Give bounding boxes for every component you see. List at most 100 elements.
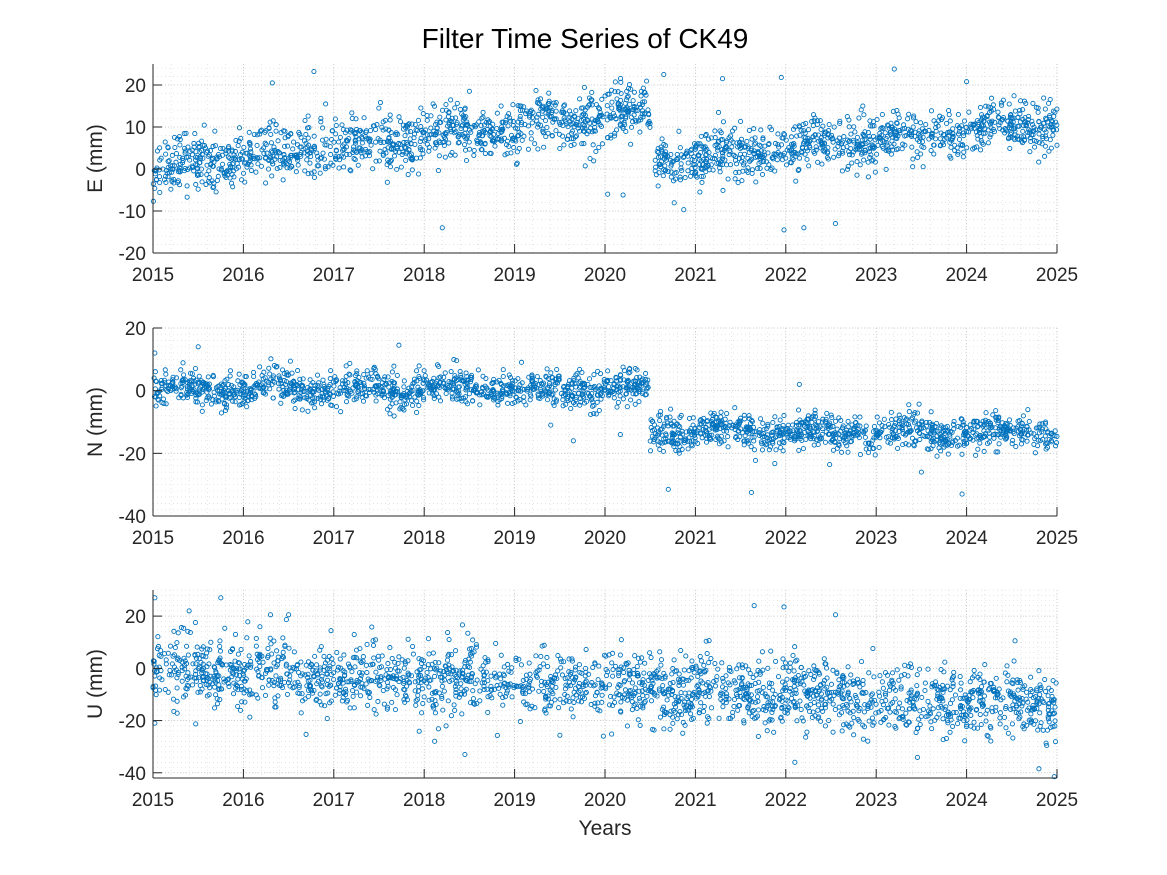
- data-point: [442, 370, 448, 376]
- data-point: [163, 151, 169, 157]
- panel-up: 2015 2016 2017 2018 2019 2020 2021 2022 2023 2024…: [84, 589, 1078, 840]
- data-point: [841, 134, 847, 140]
- data-point: [1054, 122, 1060, 128]
- data-point: [906, 111, 912, 117]
- data-point: [596, 407, 602, 414]
- data-point: [455, 140, 461, 146]
- data-point: [912, 129, 918, 135]
- data-point: [343, 144, 350, 150]
- data-point: [534, 114, 540, 120]
- data-point: [349, 110, 355, 116]
- data-point: [796, 447, 802, 453]
- data-point: [706, 660, 712, 666]
- data-point: [175, 630, 181, 636]
- data-point: [464, 119, 470, 125]
- data-point: [685, 446, 691, 452]
- data-point: [408, 398, 415, 404]
- data-point: [508, 150, 514, 156]
- data-point: [222, 173, 228, 179]
- data-point: [409, 121, 415, 127]
- data-point: [480, 109, 486, 115]
- data-point: [409, 155, 415, 161]
- data-point: [1051, 113, 1057, 120]
- data-point: [902, 133, 908, 139]
- data-point: [796, 166, 802, 172]
- data-point: [424, 117, 430, 123]
- data-point: [951, 418, 957, 425]
- data-point: [1047, 97, 1053, 103]
- data-point: [1012, 108, 1018, 114]
- data-point: [560, 133, 566, 139]
- data-point: [883, 166, 889, 172]
- data-point: [557, 121, 563, 127]
- data-point: [857, 452, 863, 458]
- data-point: [311, 143, 318, 149]
- data-point: [307, 377, 313, 383]
- data-point: [832, 146, 838, 152]
- data-point: [824, 410, 830, 416]
- data-point: [446, 637, 452, 643]
- x-tick-label: 2025: [1036, 265, 1078, 286]
- data-point: [168, 186, 174, 192]
- data-point: [228, 180, 235, 186]
- data-point: [819, 161, 825, 167]
- data-point: [519, 137, 525, 143]
- data-point: [158, 377, 164, 384]
- data-point: [636, 101, 643, 107]
- data-point: [862, 434, 868, 440]
- data-point: [416, 363, 422, 369]
- data-point: [163, 661, 169, 667]
- data-point: [405, 171, 411, 178]
- data-point: [612, 130, 618, 136]
- data-point: [580, 128, 586, 134]
- data-point: [200, 142, 206, 148]
- data-point: [296, 129, 302, 136]
- data-point: [268, 131, 274, 137]
- data-point: [390, 142, 396, 148]
- data-point: [617, 393, 623, 399]
- data-point: [194, 155, 200, 161]
- data-point: [426, 390, 432, 396]
- data-point: [222, 407, 229, 414]
- data-point: [268, 356, 274, 362]
- data-point: [384, 406, 391, 412]
- data-point: [830, 135, 836, 142]
- data-point: [630, 98, 636, 104]
- y-tick-label: 10: [125, 118, 146, 139]
- data-point: [240, 170, 247, 176]
- data-point: [368, 142, 374, 148]
- data-point: [1036, 140, 1042, 146]
- data-point: [983, 103, 989, 109]
- data-point: [195, 166, 201, 172]
- data-point: [328, 368, 334, 374]
- data-point: [205, 153, 211, 159]
- data-point: [535, 146, 541, 152]
- data-point: [1050, 132, 1056, 138]
- data-point: [355, 162, 361, 168]
- data-point: [614, 96, 620, 102]
- data-point: [293, 169, 299, 175]
- data-point: [318, 115, 324, 121]
- data-point: [175, 179, 181, 185]
- data-point: [273, 122, 279, 128]
- data-point: [1054, 127, 1060, 133]
- data-point: [608, 132, 614, 138]
- data-point: [1043, 688, 1049, 695]
- data-point: [512, 125, 518, 131]
- data-point: [628, 114, 634, 120]
- data-point: [759, 447, 766, 453]
- data-point: [590, 142, 596, 148]
- x-tick-label: 2020: [584, 528, 626, 549]
- y-axis-label: N (mm): [84, 387, 107, 457]
- data-point: [387, 138, 394, 144]
- data-point: [348, 168, 354, 174]
- data-point: [333, 147, 339, 153]
- data-point: [532, 141, 538, 147]
- data-point: [661, 71, 667, 78]
- data-point: [615, 101, 621, 107]
- data-point: [1042, 106, 1048, 112]
- data-point: [162, 139, 168, 145]
- data-point: [561, 109, 567, 115]
- data-point: [879, 112, 885, 118]
- data-points: [150, 595, 1059, 780]
